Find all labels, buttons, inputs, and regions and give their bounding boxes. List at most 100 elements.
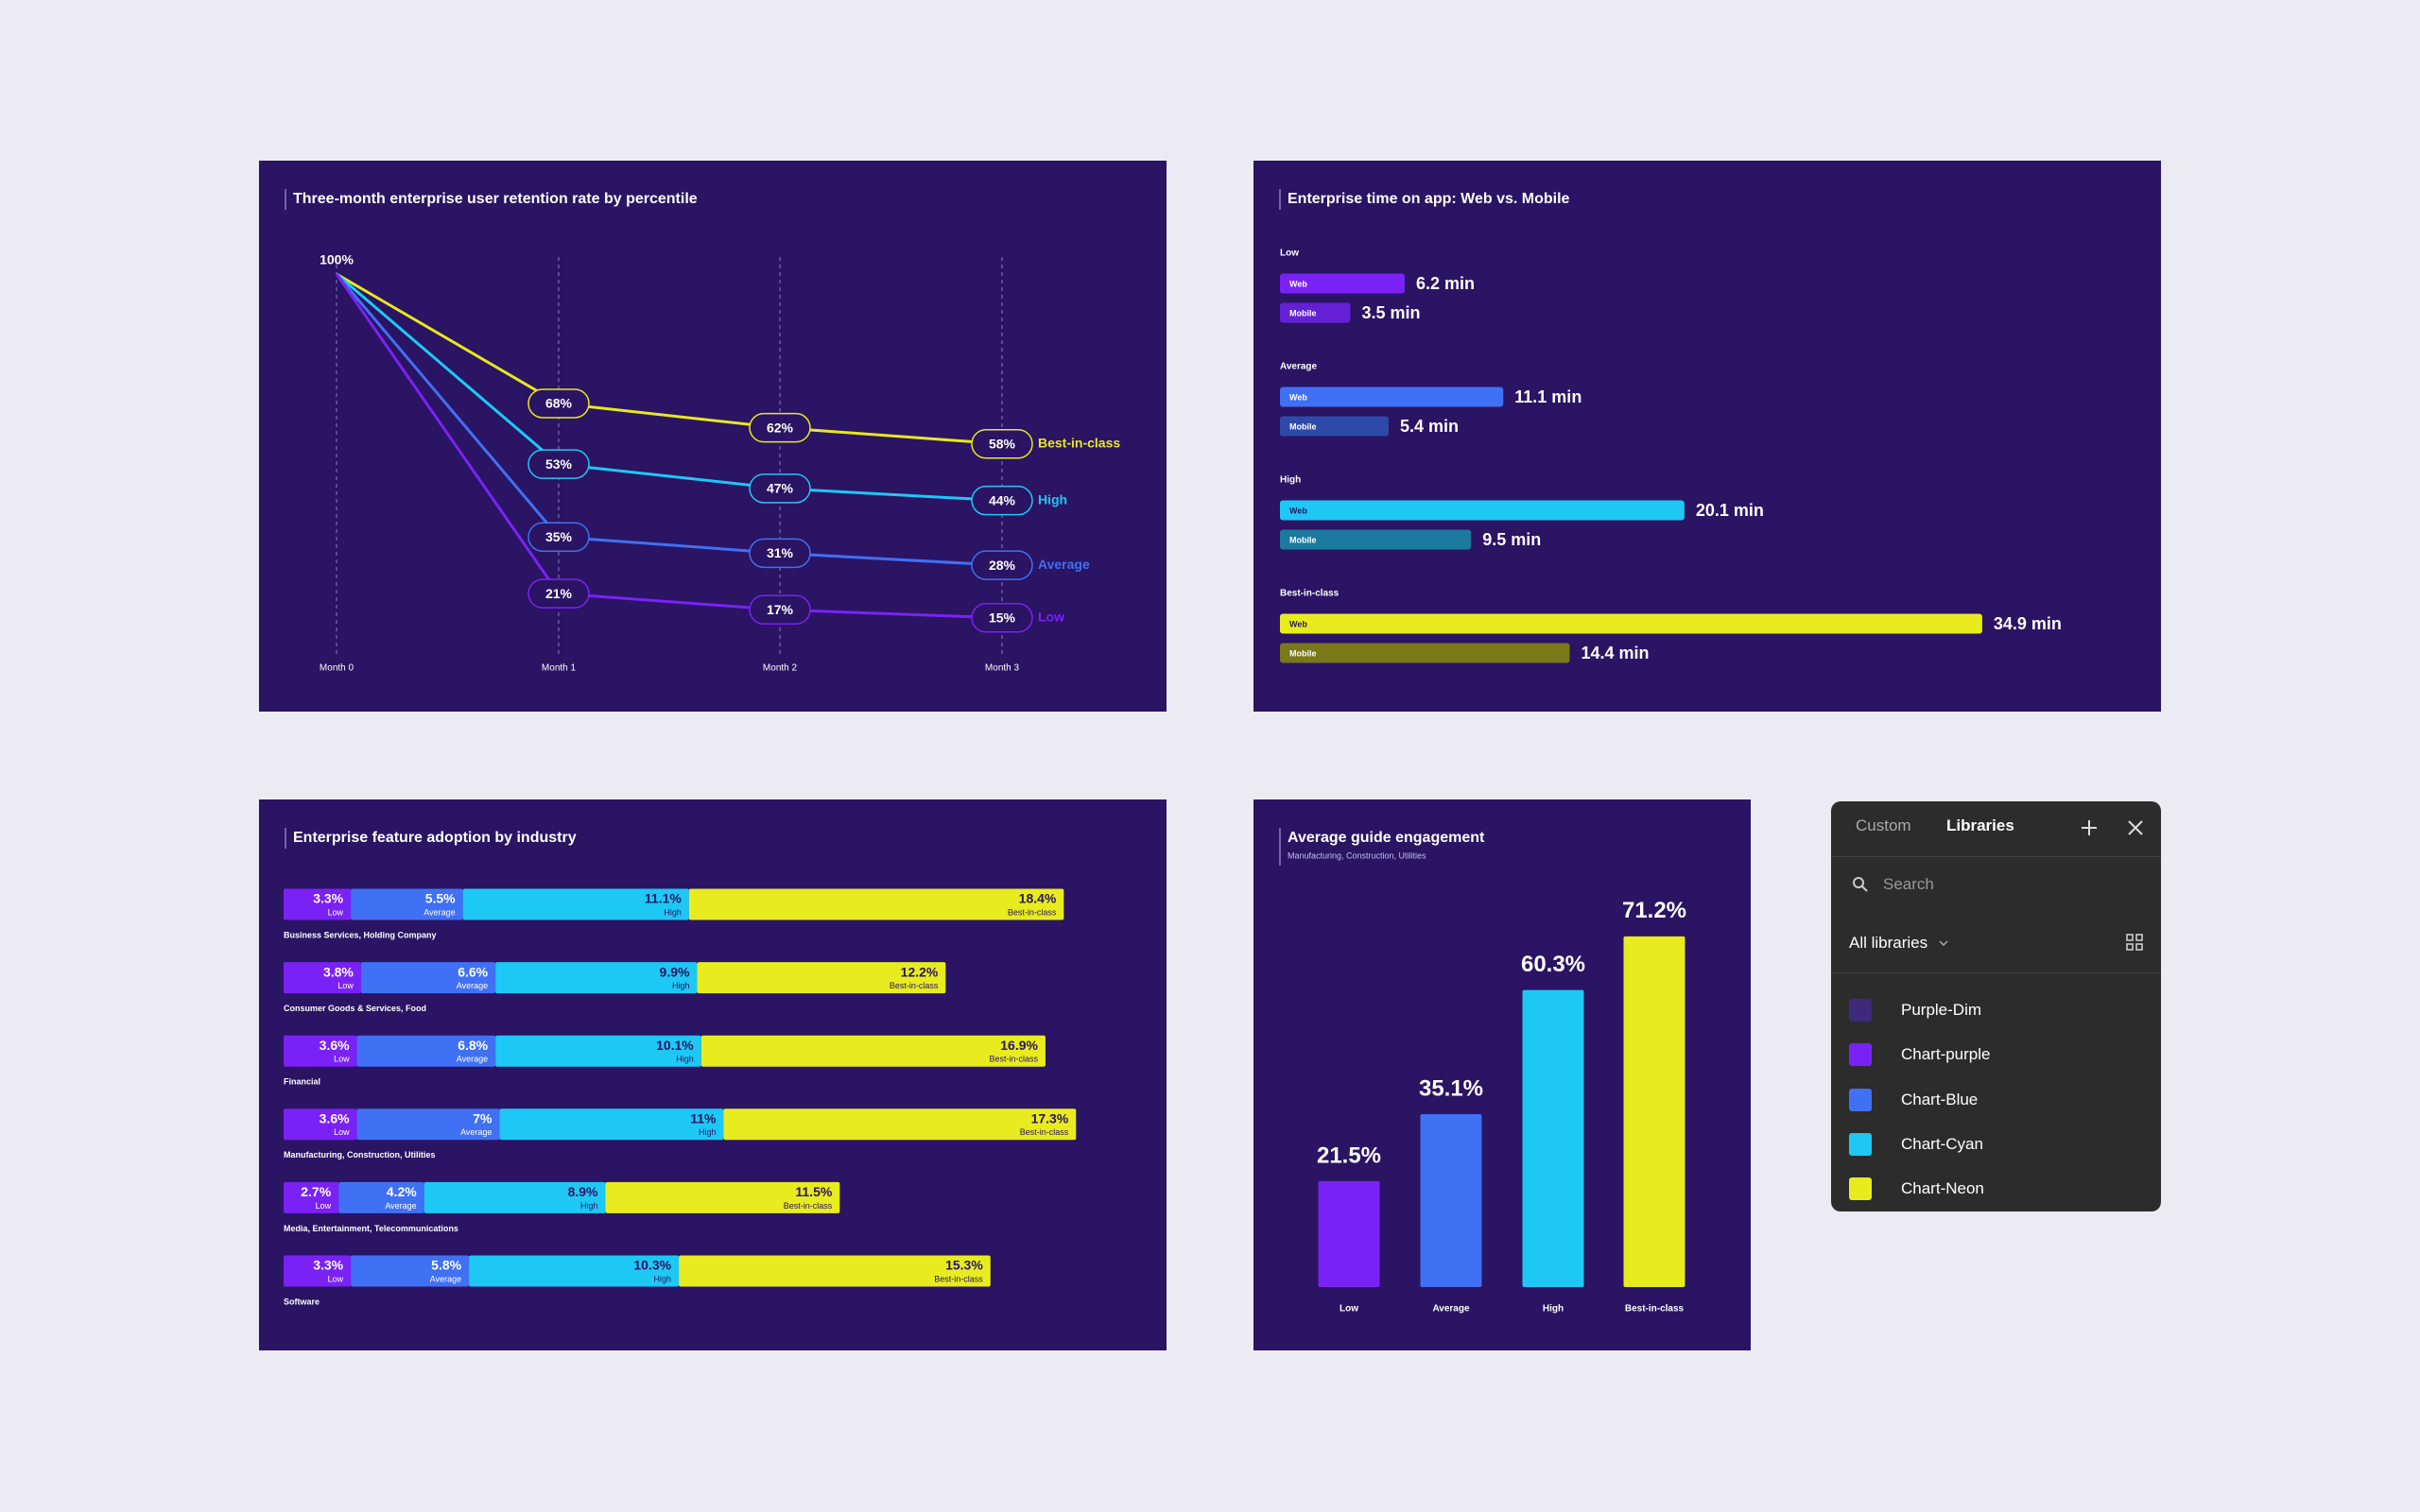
series-label: Average: [430, 1274, 461, 1283]
data-label: 34.9 min: [1994, 614, 2062, 633]
data-point-pill: [971, 429, 1033, 459]
data-label: 31%: [767, 545, 794, 560]
library-item[interactable]: Chart-Blue: [1849, 1085, 2133, 1115]
x-tick-label: High: [1543, 1304, 1564, 1314]
data-point-pill: [749, 412, 811, 443]
series-label: Average: [457, 1055, 488, 1064]
data-point-pill: [527, 388, 590, 419]
data-label: 17.3%: [1031, 1111, 1069, 1126]
category-label: Manufacturing, Construction, Utilities: [284, 1150, 436, 1160]
filter-label: All libraries: [1849, 934, 1928, 952]
data-label: 53%: [545, 456, 573, 472]
x-tick-label: Best-in-class: [1625, 1304, 1685, 1314]
data-label: 3.6%: [320, 1038, 350, 1053]
x-tick-label: Month 1: [542, 663, 577, 674]
bar: [1522, 989, 1584, 1287]
search-field[interactable]: Search: [1831, 860, 2161, 909]
series-label: Best-in-class: [1008, 907, 1057, 917]
library-item[interactable]: Chart-Cyan: [1849, 1129, 2133, 1160]
category-label: Media, Entertainment, Telecommunications: [284, 1224, 458, 1233]
color-swatch: [1849, 999, 1872, 1022]
series-label: High: [664, 907, 682, 917]
series-label: Web: [1289, 279, 1307, 288]
libraries-panel: Custom Libraries Search All libraries Pu…: [1831, 801, 2161, 1211]
data-label: 21%: [545, 586, 573, 601]
series-line: [336, 272, 1003, 503]
series-line: [335, 273, 1003, 620]
color-swatch: [1849, 1132, 1872, 1156]
data-label: 21.5%: [1317, 1143, 1381, 1168]
data-label: 28%: [989, 558, 1016, 573]
item-name: Chart-Neon: [1901, 1179, 1984, 1198]
color-swatch: [1849, 1088, 1872, 1111]
data-point-pill: [749, 473, 811, 504]
series-label: Mobile: [1289, 421, 1317, 431]
series-label: Average: [424, 907, 455, 917]
category-label: Best-in-class: [1280, 589, 1340, 599]
item-name: Chart-Cyan: [1901, 1134, 1983, 1153]
close-button[interactable]: [2126, 818, 2145, 837]
data-point-pill: [527, 449, 590, 479]
chart-title: Enterprise feature adoption by industry: [293, 830, 577, 846]
tab-libraries[interactable]: Libraries: [1946, 816, 2014, 834]
chart-title: Three-month enterprise user retention ra…: [293, 191, 698, 207]
bar-segment: [338, 1181, 424, 1213]
series-label: Average: [457, 981, 488, 990]
bar-segment: [284, 962, 361, 994]
series-label: High: [1038, 491, 1067, 507]
library-item[interactable]: Chart-purple: [1849, 1040, 2133, 1070]
data-label: 15%: [989, 610, 1016, 626]
bar-segment: [284, 888, 352, 920]
series-label: Average: [460, 1127, 492, 1137]
data-label: 7%: [473, 1111, 493, 1126]
data-label: 14.4 min: [1582, 644, 1650, 662]
data-label: 5.8%: [431, 1258, 461, 1273]
bar: [1420, 1114, 1482, 1287]
x-tick-label: Month 0: [320, 663, 354, 674]
data-point-pill: [527, 522, 590, 552]
data-label: 4.2%: [387, 1184, 417, 1199]
data-label: 100%: [320, 252, 354, 267]
series-label: Low: [1038, 610, 1064, 625]
grid-view-button[interactable]: [2126, 934, 2143, 951]
data-label: 68%: [545, 396, 573, 411]
series-label: Best-in-class: [1020, 1127, 1069, 1137]
color-swatch: [1849, 1043, 1872, 1067]
bar-segment: [351, 1255, 470, 1287]
series-label: High: [580, 1201, 598, 1211]
library-item[interactable]: Chart-Neon: [1849, 1174, 2133, 1204]
data-label: 11.1 min: [1514, 387, 1582, 406]
bar: [1280, 643, 1570, 663]
bar: [1623, 936, 1685, 1287]
series-label: Best-in-class: [934, 1274, 983, 1283]
library-filter[interactable]: All libraries: [1849, 934, 1949, 953]
series-label: Web: [1289, 392, 1307, 402]
library-item[interactable]: Purple-Dim: [1849, 995, 2133, 1025]
add-button[interactable]: [2080, 818, 2099, 837]
divider: [1831, 972, 2161, 973]
bar-segment: [356, 1035, 496, 1067]
tab-custom[interactable]: Custom: [1856, 816, 1911, 834]
bar: [1280, 529, 1472, 550]
data-point-pill: [971, 550, 1033, 580]
data-label: 6.6%: [458, 964, 488, 979]
chart-title: Average guide engagement: [1288, 830, 1485, 846]
data-label: 9.5 min: [1482, 530, 1541, 549]
data-label: 6.2 min: [1416, 274, 1475, 293]
data-point-pill: [749, 538, 811, 569]
category-label: High: [1280, 475, 1301, 486]
data-point-pill: [971, 603, 1033, 633]
data-label: 5.4 min: [1400, 417, 1459, 436]
data-label: 47%: [767, 481, 794, 496]
bar-segment: [723, 1108, 1077, 1141]
series-label: Low: [328, 907, 344, 917]
category-label: Business Services, Holding Company: [284, 930, 437, 939]
series-label: Low: [337, 981, 354, 990]
bar-segment: [284, 1181, 339, 1213]
series-label: Average: [385, 1201, 416, 1211]
data-label: 10.1%: [656, 1038, 694, 1053]
x-tick-label: Month 2: [763, 663, 798, 674]
data-label: 16.9%: [1000, 1038, 1038, 1053]
